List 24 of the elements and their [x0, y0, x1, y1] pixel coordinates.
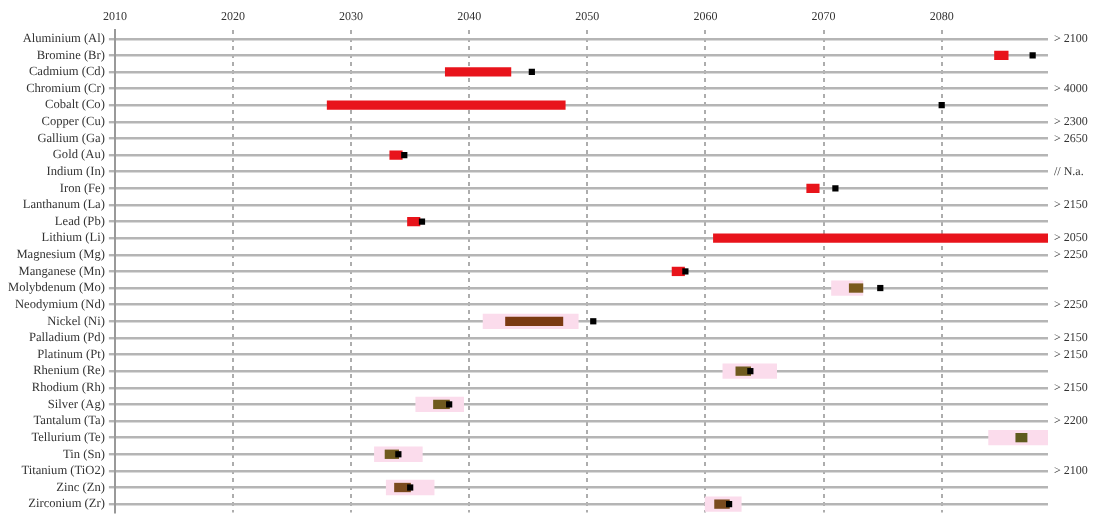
bar	[994, 50, 1009, 60]
bar	[848, 283, 864, 293]
point	[446, 401, 453, 408]
point	[528, 68, 535, 76]
point	[725, 501, 733, 508]
point	[401, 151, 408, 159]
point	[395, 451, 402, 458]
point	[407, 484, 414, 491]
bar	[1015, 432, 1028, 443]
bar	[444, 67, 512, 77]
bar	[505, 316, 564, 326]
point	[832, 185, 839, 192]
point	[747, 368, 754, 375]
point	[682, 268, 689, 275]
bar	[389, 150, 403, 160]
point	[1029, 52, 1036, 59]
bar	[713, 233, 1048, 243]
point	[938, 102, 945, 109]
point	[418, 218, 426, 225]
point	[877, 284, 884, 292]
point	[590, 318, 597, 325]
bar	[326, 100, 566, 110]
bar	[407, 216, 421, 227]
bar	[806, 183, 820, 193]
